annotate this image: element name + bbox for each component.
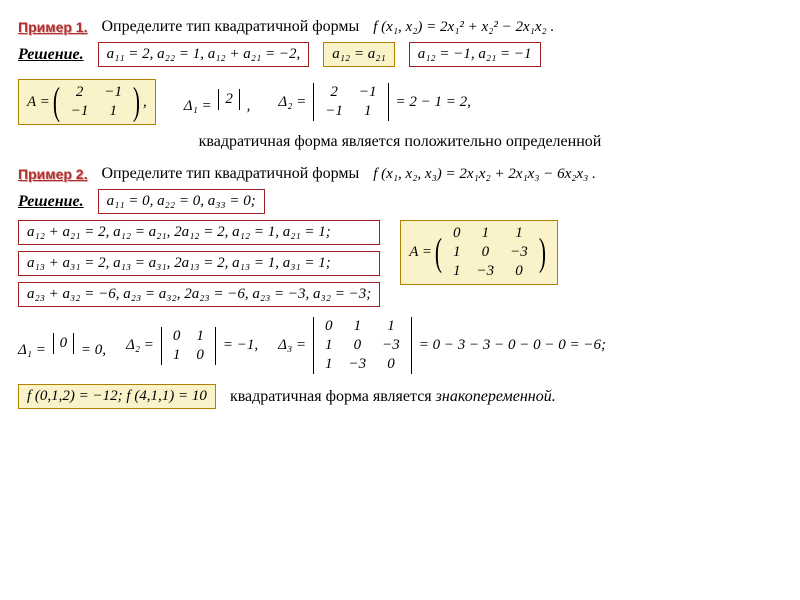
ex2-diag-box: a₁₁ = 0, a₂₂ = 0, a₃₃ = 0; — [98, 189, 265, 214]
ex2-delta1: Δ₁ = 0 = 0, — [18, 333, 106, 359]
ex2-fvals-box: f (0,1,2) = −12; f (4,1,1) = 10 — [18, 384, 216, 409]
ex2-r13-box: a₁₃ + a₃₁ = 2, a₁₃ = a₃₁, 2a₁₃ = 2, a₁₃ … — [18, 251, 380, 276]
example2-label: Пример 2. — [18, 166, 87, 182]
ex1-coef2-box: a₁₂ = −1, a₂₁ = −1 — [409, 42, 541, 67]
ex2-function: f (x₁, x₂, x₃) = 2x₁x₂ + 2x₁x₃ − 6x₂x₃ . — [373, 166, 596, 183]
ex1-A-eq: A = — [27, 94, 50, 111]
ex2-delta3: Δ₃ = 011 10−3 1−30 = 0 − 3 − 3 − 0 − 0 −… — [278, 317, 606, 374]
ex1-delta2: Δ₂ = 2−1 −11 = 2 − 1 = 2, — [278, 83, 471, 121]
ex2-concl-b: знакопеременной. — [436, 388, 556, 405]
ex2-A-table: 011 10−3 1−30 — [445, 224, 536, 281]
ex2-solution-label: Решение. — [18, 193, 84, 211]
ex2-matrix-A: A = 011 10−3 1−30 — [400, 220, 558, 285]
ex2-delta2: Δ₂ = 01 10 = −1, — [126, 327, 258, 365]
ex1-A-table: 2−1 −11 — [63, 83, 130, 121]
ex1-matrix-A: A = 2−1 −11 , — [18, 79, 156, 125]
ex2-conclusion: квадратичная форма является знакоперемен… — [230, 388, 556, 406]
ex2-r23-box: a₂₃ + a₃₂ = −6, a₂₃ = a₃₂, 2a₂₃ = −6, a₂… — [18, 282, 380, 307]
ex2-A-eq: A = — [409, 244, 432, 261]
ex1-symmetry-box: a₁₂ = a₂₁ — [323, 42, 394, 67]
ex1-coef-box: a₁₁ = 2, a₂₂ = 1, a₁₂ + a₂₁ = −2, — [98, 42, 310, 67]
ex1-conclusion: квадратичная форма является положительно… — [199, 133, 602, 151]
ex1-function: f (x₁, x₂) = 2x₁² + x₂² − 2x₁x₂ . — [373, 19, 554, 36]
ex1-solution-label: Решение. — [18, 46, 84, 64]
ex1-delta1: Δ₁ = 2 , — [184, 89, 251, 115]
ex2-prompt: Определите тип квадратичной формы — [101, 165, 359, 183]
ex2-r12-box: a₁₂ + a₂₁ = 2, a₁₂ = a₂₁, 2a₁₂ = 2, a₁₂ … — [18, 220, 380, 245]
ex1-prompt: Определите тип квадратичной формы — [101, 18, 359, 36]
ex2-concl-a: квадратичная форма является — [230, 388, 436, 405]
example1-label: Пример 1. — [18, 19, 87, 35]
